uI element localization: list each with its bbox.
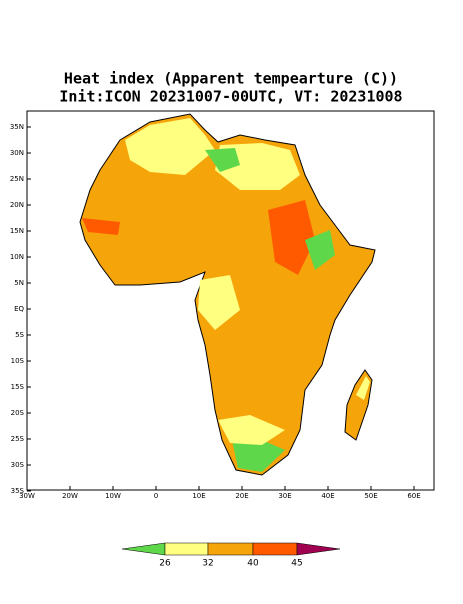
lon-label: 50E — [364, 492, 377, 500]
lon-label: 10W — [105, 492, 121, 500]
region-cool — [125, 118, 215, 175]
region-cool — [218, 415, 285, 445]
colorbar-bin — [207, 542, 254, 556]
subtitle: Init:ICON 20231007-00UTC, VT: 20231008 — [59, 88, 402, 106]
region-green — [305, 230, 335, 270]
lat-label: 20N — [10, 201, 24, 209]
lat-label: 20S — [11, 409, 25, 417]
lon-label: 20E — [235, 492, 248, 500]
lon-label: 30W — [19, 492, 35, 500]
lat-label: 15S — [11, 383, 25, 391]
colorbar-min — [121, 542, 166, 556]
lat-label: 15N — [10, 227, 24, 235]
region-hot — [268, 200, 315, 275]
lat-label: 25S — [11, 435, 25, 443]
colorbar-label: 26 — [159, 559, 171, 569]
longitude-labels: 30W 20W 10W 0 10E 20E 30E 40E 50E 60E — [19, 486, 421, 500]
lat-label: 30N — [10, 149, 24, 157]
region-cool — [356, 376, 370, 400]
lat-label: 10S — [11, 357, 25, 365]
map-area — [26, 110, 435, 491]
latitude-labels: 35N 30N 25N 20N 15N 10N 5N EQ 5S 10S 15S 20S 25S 30S 3… — [10, 123, 31, 495]
lon-label: 0 — [154, 492, 158, 500]
lat-label: 5S — [15, 331, 24, 339]
region-hot — [82, 218, 120, 235]
lat-label: EQ — [14, 305, 24, 313]
title: Heat index (Apparent tempearture (C)) — [64, 70, 398, 88]
lat-label: 25N — [10, 175, 24, 183]
colorbar-max — [296, 542, 341, 556]
region-green — [232, 440, 285, 472]
lon-label: 60E — [407, 492, 420, 500]
lat-label: 35S — [11, 487, 25, 495]
colorbar: 26 32 40 45 — [121, 542, 341, 569]
lat-label: 35N — [10, 123, 24, 131]
lat-label: 5N — [14, 279, 24, 287]
region-cool — [198, 275, 240, 330]
lon-label: 40E — [321, 492, 334, 500]
colorbar-label: 45 — [291, 559, 302, 569]
colorbar-bin — [252, 542, 298, 556]
lon-label: 10E — [192, 492, 205, 500]
lat-label: 30S — [11, 461, 25, 469]
lon-label: 20W — [62, 492, 78, 500]
region-green — [205, 148, 240, 172]
colorbar-label: 40 — [247, 559, 259, 569]
colorbar-label: 32 — [202, 559, 213, 569]
colorbar-bin — [164, 542, 209, 556]
lat-label: 10N — [10, 253, 24, 261]
lon-label: 30E — [278, 492, 291, 500]
